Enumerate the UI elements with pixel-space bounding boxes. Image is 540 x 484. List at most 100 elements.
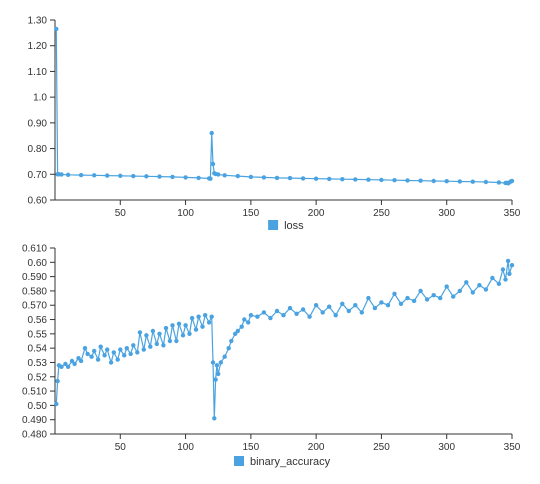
- data-point[interactable]: [327, 304, 332, 309]
- data-point[interactable]: [248, 313, 254, 318]
- data-point[interactable]: [464, 280, 469, 285]
- data-point[interactable]: [157, 331, 162, 336]
- data-point[interactable]: [509, 263, 515, 268]
- data-point[interactable]: [470, 179, 475, 184]
- data-point[interactable]: [216, 371, 221, 377]
- data-point[interactable]: [239, 324, 244, 329]
- data-point[interactable]: [470, 290, 475, 295]
- data-point[interactable]: [208, 176, 213, 181]
- data-point[interactable]: [92, 348, 97, 354]
- data-point[interactable]: [189, 315, 195, 321]
- data-point[interactable]: [196, 314, 201, 319]
- data-point[interactable]: [366, 177, 371, 182]
- data-point[interactable]: [372, 305, 378, 311]
- data-point[interactable]: [313, 176, 319, 181]
- data-point[interactable]: [431, 178, 436, 184]
- data-point[interactable]: [187, 331, 192, 336]
- data-point[interactable]: [180, 333, 186, 338]
- data-point[interactable]: [222, 354, 227, 359]
- data-point[interactable]: [108, 360, 114, 365]
- data-point[interactable]: [92, 173, 97, 178]
- data-point[interactable]: [359, 310, 364, 315]
- data-point[interactable]: [216, 172, 221, 177]
- data-point[interactable]: [490, 275, 495, 281]
- data-point[interactable]: [226, 346, 231, 351]
- data-point[interactable]: [418, 178, 423, 183]
- data-point[interactable]: [150, 328, 156, 334]
- data-point[interactable]: [424, 297, 430, 302]
- data-point[interactable]: [59, 172, 64, 177]
- data-point[interactable]: [418, 288, 423, 294]
- data-point[interactable]: [496, 281, 502, 286]
- data-point[interactable]: [105, 347, 110, 352]
- data-point[interactable]: [72, 361, 77, 367]
- data-point[interactable]: [144, 333, 149, 338]
- data-point[interactable]: [174, 338, 179, 344]
- data-point[interactable]: [307, 314, 312, 319]
- data-point[interactable]: [320, 310, 325, 315]
- data-point[interactable]: [89, 354, 94, 359]
- data-point[interactable]: [200, 324, 205, 329]
- data-point[interactable]: [274, 175, 280, 181]
- data-point[interactable]: [170, 323, 175, 328]
- data-point[interactable]: [212, 416, 217, 421]
- data-point[interactable]: [65, 172, 71, 177]
- data-point[interactable]: [457, 288, 462, 294]
- data-point[interactable]: [183, 323, 188, 328]
- data-point[interactable]: [167, 338, 173, 344]
- data-point[interactable]: [327, 176, 332, 182]
- data-point[interactable]: [131, 343, 136, 348]
- data-point[interactable]: [268, 315, 273, 321]
- data-point[interactable]: [398, 301, 404, 306]
- data-point[interactable]: [141, 347, 146, 352]
- data-point[interactable]: [54, 26, 59, 32]
- data-point[interactable]: [206, 320, 212, 325]
- data-point[interactable]: [59, 364, 64, 369]
- data-point[interactable]: [154, 341, 159, 347]
- data-point[interactable]: [209, 130, 214, 136]
- data-point[interactable]: [214, 363, 220, 368]
- data-point[interactable]: [203, 313, 208, 318]
- data-point[interactable]: [229, 338, 234, 344]
- data-point[interactable]: [509, 178, 515, 184]
- data-point[interactable]: [385, 303, 391, 308]
- data-point[interactable]: [233, 331, 238, 336]
- data-point[interactable]: [55, 378, 60, 384]
- data-point[interactable]: [500, 267, 506, 272]
- data-point[interactable]: [118, 173, 123, 178]
- data-point[interactable]: [477, 283, 482, 288]
- data-point[interactable]: [183, 175, 188, 180]
- data-point[interactable]: [78, 172, 84, 178]
- data-point[interactable]: [105, 173, 110, 178]
- data-point[interactable]: [444, 284, 449, 289]
- data-point[interactable]: [248, 174, 254, 180]
- data-point[interactable]: [76, 356, 81, 361]
- data-point[interactable]: [137, 330, 143, 335]
- data-point[interactable]: [144, 174, 149, 179]
- data-point[interactable]: [213, 377, 218, 382]
- data-point[interactable]: [281, 313, 286, 318]
- data-point[interactable]: [209, 314, 214, 319]
- data-point[interactable]: [392, 291, 397, 296]
- data-point[interactable]: [379, 300, 384, 305]
- data-point[interactable]: [78, 358, 84, 364]
- data-point[interactable]: [313, 303, 319, 308]
- data-point[interactable]: [438, 295, 443, 301]
- data-point[interactable]: [411, 298, 417, 304]
- data-point[interactable]: [235, 328, 240, 334]
- data-point[interactable]: [157, 174, 162, 179]
- data-point[interactable]: [161, 343, 166, 348]
- data-point[interactable]: [246, 320, 251, 325]
- data-point[interactable]: [287, 305, 293, 311]
- data-point[interactable]: [444, 179, 449, 184]
- data-point[interactable]: [242, 317, 247, 322]
- data-point[interactable]: [431, 293, 436, 298]
- data-point[interactable]: [505, 258, 511, 264]
- data-point[interactable]: [300, 307, 306, 312]
- data-point[interactable]: [115, 357, 120, 362]
- data-point[interactable]: [124, 346, 129, 351]
- data-point[interactable]: [340, 301, 345, 306]
- data-point[interactable]: [54, 401, 59, 407]
- data-point[interactable]: [69, 358, 75, 364]
- data-point[interactable]: [218, 360, 223, 365]
